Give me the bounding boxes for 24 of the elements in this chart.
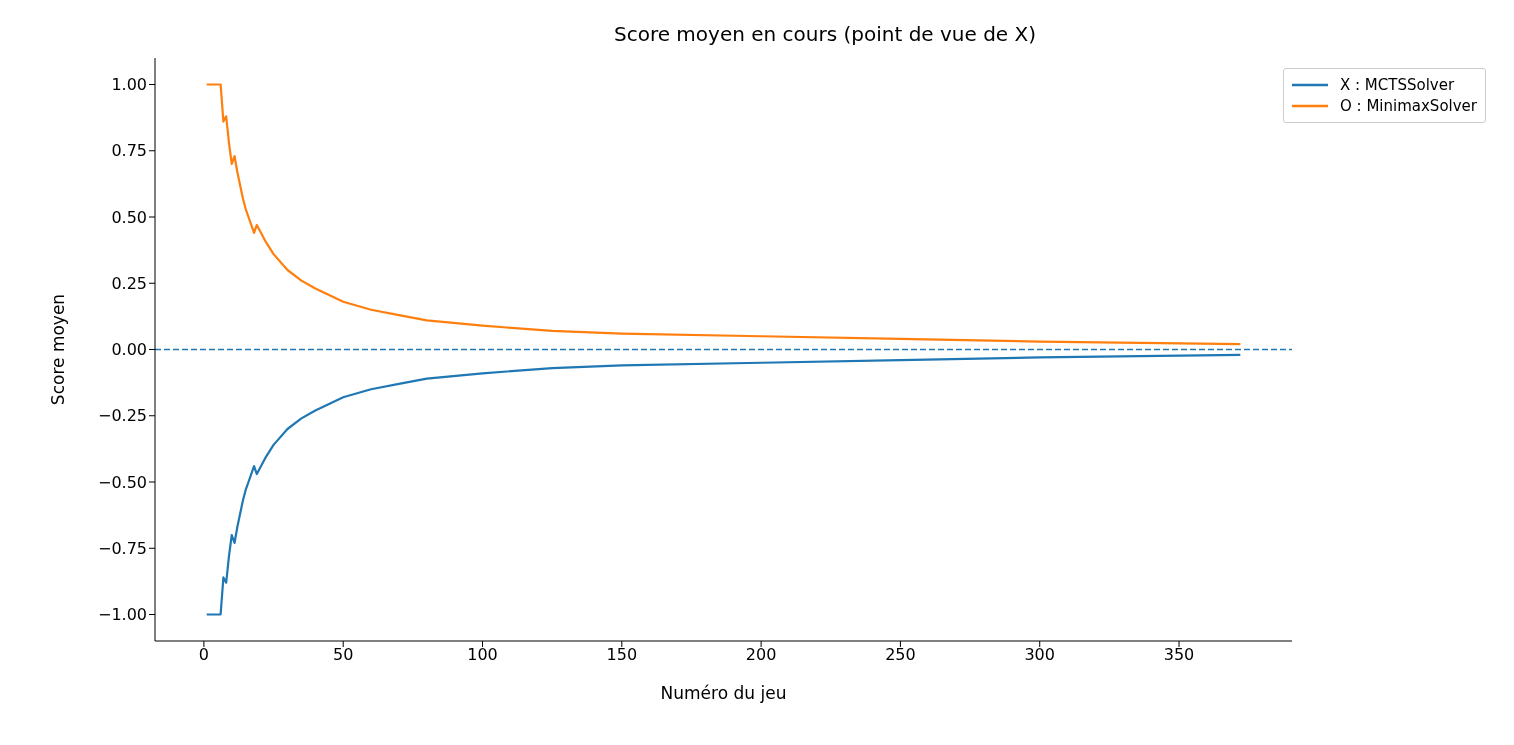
legend-label: O : MinimaxSolver bbox=[1340, 97, 1477, 115]
y-tick-label: 0.25 bbox=[111, 273, 147, 293]
x-tick-label: 300 bbox=[1024, 645, 1055, 665]
y-tick-label: 0.00 bbox=[111, 340, 147, 360]
legend-label: X : MCTSSolver bbox=[1340, 76, 1455, 94]
x-tick-label: 250 bbox=[885, 645, 916, 665]
y-tick-label: 0.75 bbox=[111, 141, 147, 161]
y-tick-label: 0.50 bbox=[111, 207, 147, 227]
chart-title: Score moyen en cours (point de vue de X) bbox=[612, 22, 1038, 46]
x-axis-title: Numéro du jeu bbox=[660, 683, 787, 703]
line-series bbox=[205, 353, 1242, 616]
y-tick-label: 1.00 bbox=[111, 75, 147, 95]
y-tick-label: −1.00 bbox=[97, 605, 147, 625]
x-tick-label: 50 bbox=[333, 645, 354, 665]
x-tick-label: 350 bbox=[1163, 645, 1195, 665]
y-tick-label: −0.75 bbox=[97, 538, 147, 558]
y-axis-title: Score moyen bbox=[48, 293, 69, 406]
y-tick-label: −0.50 bbox=[97, 472, 147, 492]
line-series bbox=[205, 83, 1242, 346]
x-tick-label: 0 bbox=[198, 645, 209, 665]
x-tick-label: 200 bbox=[745, 645, 777, 665]
y-tick-label: −0.25 bbox=[97, 406, 147, 426]
x-tick-label: 100 bbox=[467, 645, 498, 665]
x-tick-label: 150 bbox=[606, 645, 638, 665]
